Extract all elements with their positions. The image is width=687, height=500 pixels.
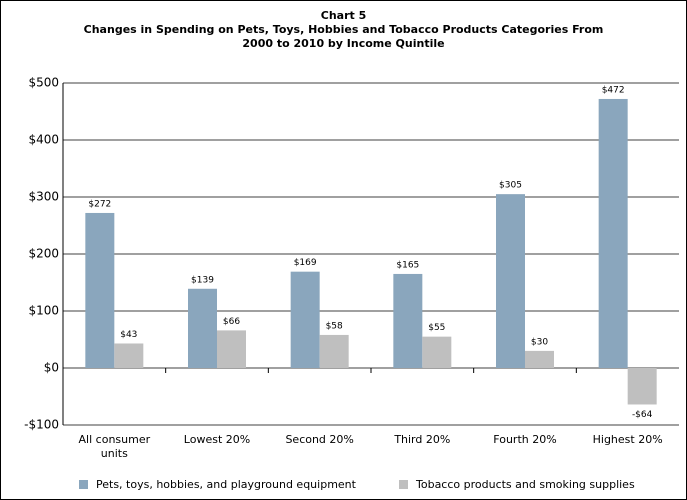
data-label: $139 [191,275,214,285]
data-label: $169 [294,258,317,268]
legend-item: Pets, toys, hobbies, and playground equi… [79,478,356,491]
bar [188,288,217,368]
x-tick-label: All consumer units [78,433,151,460]
data-label: $55 [428,323,445,333]
legend-item: Tobacco products and smoking supplies [399,478,635,491]
x-tick-label: Fourth 20% [493,433,557,446]
x-tick-label: Lowest 20% [183,433,251,446]
data-label: $30 [531,337,548,347]
bar [598,98,628,369]
x-tick-label: Second 20% [285,433,354,446]
y-tick-label: $100 [28,304,59,318]
bar [319,334,349,368]
legend-label: Tobacco products and smoking supplies [416,478,635,491]
data-label: $43 [120,330,137,340]
y-tick-label: $300 [28,190,59,204]
legend-swatch [399,480,408,489]
data-label: $66 [223,317,240,327]
data-label: $58 [326,321,343,331]
bar [393,273,423,368]
y-tick-label: $0 [44,361,59,375]
bar [496,194,525,368]
y-tick-label: -$100 [24,418,59,432]
data-label: $472 [602,85,625,95]
chart-subtitle: Changes in Spending on Pets, Toys, Hobbi… [83,23,604,50]
bar [627,368,657,405]
data-label: $305 [499,181,522,191]
bar [217,330,246,368]
legend-label: Pets, toys, hobbies, and playground equi… [96,478,356,491]
y-tick-label: $400 [28,133,59,147]
x-tick-label: Highest 20% [592,433,663,446]
bar [85,212,115,368]
y-tick-label: $500 [28,76,59,90]
bar [525,350,554,368]
y-tick-label: $200 [28,247,59,261]
legend-swatch [79,480,88,489]
bar [290,271,320,368]
bar [114,343,144,368]
data-label: $272 [88,199,111,209]
x-tick-label: Third 20% [394,433,451,446]
chart-title: Chart 5 [320,9,367,22]
bar [422,336,452,368]
data-label: -$64 [632,410,653,420]
data-label: $165 [396,260,419,270]
